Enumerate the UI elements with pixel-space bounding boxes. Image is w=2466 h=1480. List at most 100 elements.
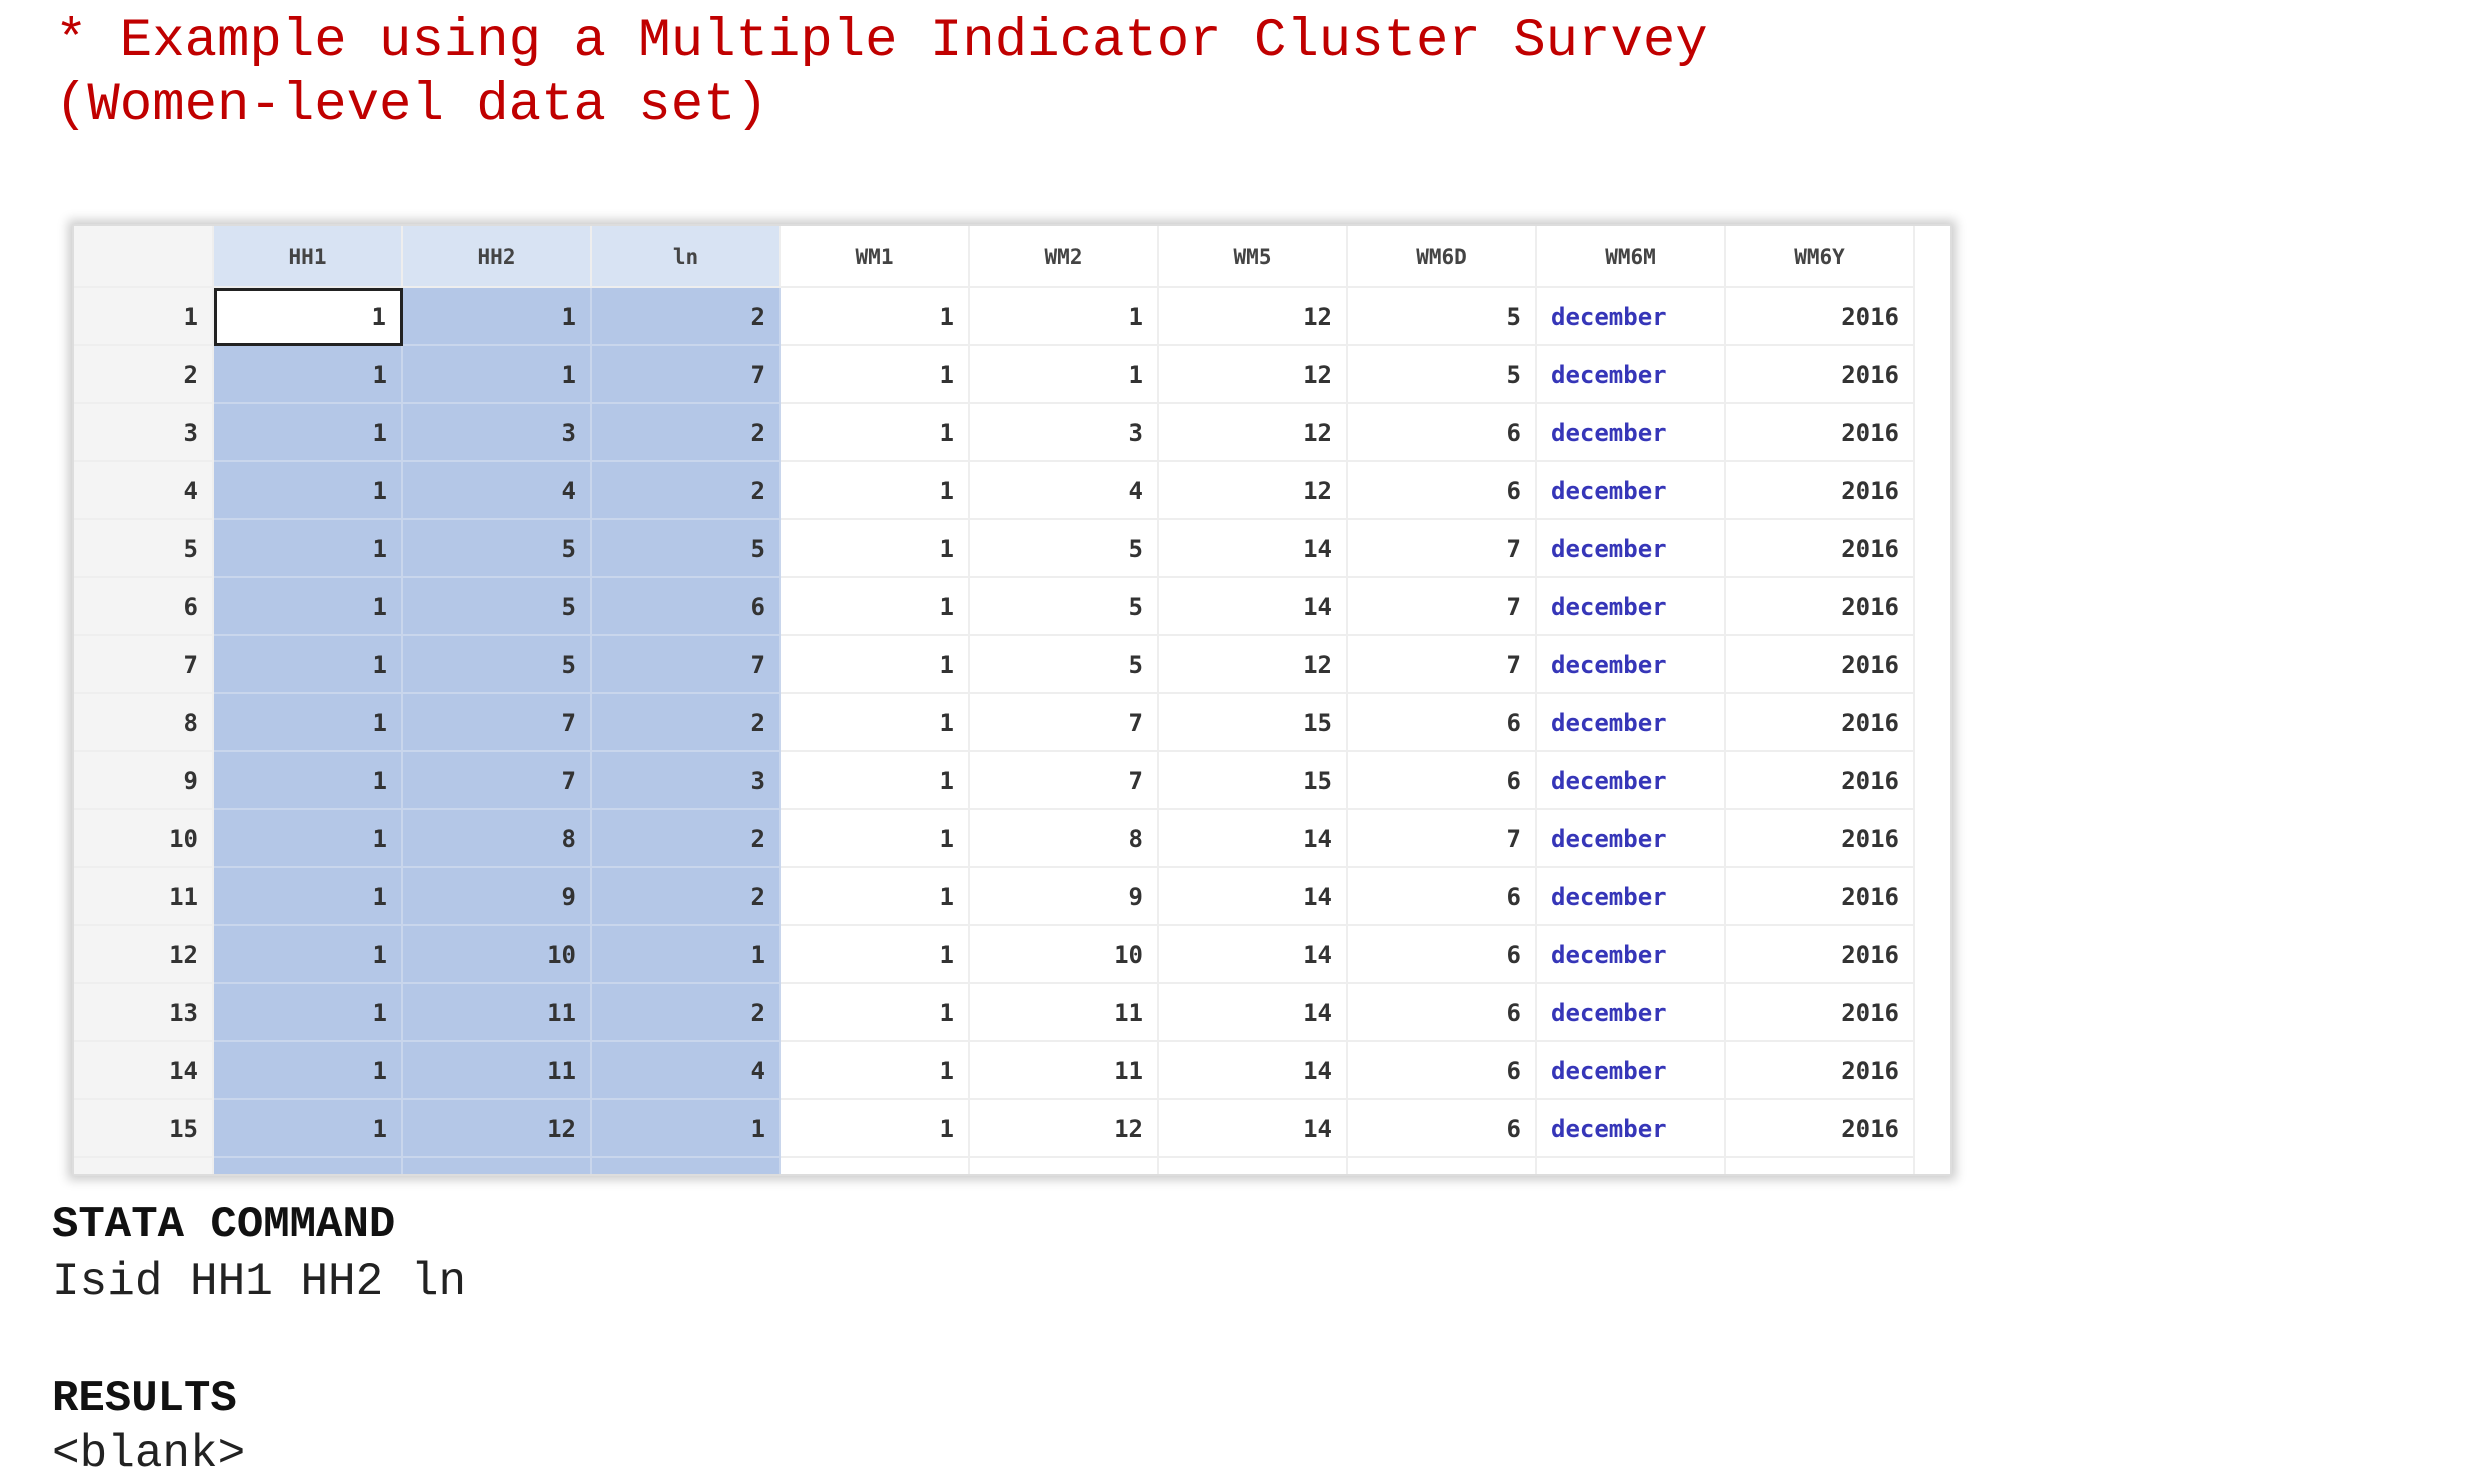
row-number: 8 bbox=[74, 694, 214, 752]
data-cell: 1 bbox=[214, 810, 403, 868]
data-cell: 1 bbox=[592, 926, 781, 984]
data-cell: 1 bbox=[781, 462, 970, 520]
data-cell: 2 bbox=[592, 810, 781, 868]
data-cell: 12 bbox=[1159, 462, 1348, 520]
data-cell: 1 bbox=[781, 752, 970, 810]
data-cell: 5 bbox=[403, 636, 592, 694]
data-cell: 1 bbox=[214, 926, 403, 984]
data-cell: 1 bbox=[781, 868, 970, 926]
data-cell: 12 bbox=[1159, 346, 1348, 404]
data-cell: 1 bbox=[781, 288, 970, 346]
data-cell: 1 bbox=[781, 694, 970, 752]
data-cell: 2016 bbox=[1726, 520, 1915, 578]
data-cell: 1 bbox=[214, 752, 403, 810]
data-cell: 2 bbox=[592, 694, 781, 752]
data-cell: 10 bbox=[403, 926, 592, 984]
data-cell: 14 bbox=[1159, 520, 1348, 578]
data-cell: 1 bbox=[403, 288, 592, 346]
cell-filler bbox=[592, 1158, 781, 1174]
data-cell: 1 bbox=[781, 636, 970, 694]
column-header: HH1 bbox=[214, 226, 403, 288]
data-cell: 11 bbox=[403, 1042, 592, 1100]
data-cell: 6 bbox=[1348, 404, 1537, 462]
row-number: 2 bbox=[74, 346, 214, 404]
data-cell: 1 bbox=[214, 346, 403, 404]
results-text: <blank> bbox=[52, 1428, 246, 1480]
data-cell: 11 bbox=[403, 984, 592, 1042]
data-cell: 6 bbox=[1348, 926, 1537, 984]
data-cell: 4 bbox=[970, 462, 1159, 520]
data-cell: 2016 bbox=[1726, 810, 1915, 868]
data-cell: 6 bbox=[1348, 1042, 1537, 1100]
data-cell: december bbox=[1537, 868, 1726, 926]
row-number: 6 bbox=[74, 578, 214, 636]
column-header: WM6Y bbox=[1726, 226, 1915, 288]
results-heading: RESULTS bbox=[52, 1374, 237, 1424]
data-cell: 7 bbox=[1348, 520, 1537, 578]
data-cell: 12 bbox=[403, 1100, 592, 1158]
data-cell: 1 bbox=[781, 1042, 970, 1100]
data-cell: 2016 bbox=[1726, 1042, 1915, 1100]
data-cell: 1 bbox=[403, 346, 592, 404]
data-cell: 6 bbox=[592, 578, 781, 636]
row-number: 15 bbox=[74, 1100, 214, 1158]
column-header: ln bbox=[592, 226, 781, 288]
data-cell: 14 bbox=[1159, 984, 1348, 1042]
data-cell: 14 bbox=[1159, 1100, 1348, 1158]
data-cell: 1 bbox=[214, 636, 403, 694]
data-cell: december bbox=[1537, 462, 1726, 520]
data-cell: 6 bbox=[1348, 752, 1537, 810]
data-cell: 3 bbox=[403, 404, 592, 462]
data-cell: 2016 bbox=[1726, 404, 1915, 462]
column-header: WM6D bbox=[1348, 226, 1537, 288]
data-cell: 14 bbox=[1159, 578, 1348, 636]
data-cell: 11 bbox=[970, 984, 1159, 1042]
data-cell: 2 bbox=[592, 868, 781, 926]
data-cell: 9 bbox=[970, 868, 1159, 926]
data-cell: 4 bbox=[403, 462, 592, 520]
data-cell: 2016 bbox=[1726, 462, 1915, 520]
data-cell: 6 bbox=[1348, 462, 1537, 520]
data-cell: 14 bbox=[1159, 926, 1348, 984]
row-number: 7 bbox=[74, 636, 214, 694]
data-cell: 7 bbox=[970, 752, 1159, 810]
column-header: WM5 bbox=[1159, 226, 1348, 288]
data-cell: december bbox=[1537, 288, 1726, 346]
command-text: Isid HH1 HH2 ln bbox=[52, 1256, 467, 1308]
data-cell: 2 bbox=[592, 404, 781, 462]
data-cell: 5 bbox=[403, 520, 592, 578]
data-cell: 7 bbox=[1348, 578, 1537, 636]
data-cell: 8 bbox=[970, 810, 1159, 868]
cell-filler bbox=[214, 1158, 403, 1174]
data-cell: 7 bbox=[1348, 636, 1537, 694]
data-cell: 10 bbox=[970, 926, 1159, 984]
data-cell: 1 bbox=[214, 520, 403, 578]
data-cell: december bbox=[1537, 926, 1726, 984]
data-cell: 1 bbox=[214, 288, 403, 346]
title-line: (Women-level data set) bbox=[55, 75, 768, 136]
data-cell: 14 bbox=[1159, 810, 1348, 868]
corner-cell bbox=[74, 226, 214, 288]
data-cell: 5 bbox=[970, 520, 1159, 578]
row-number: 11 bbox=[74, 868, 214, 926]
data-cell: 7 bbox=[403, 694, 592, 752]
data-cell: 14 bbox=[1159, 868, 1348, 926]
column-header: WM6M bbox=[1537, 226, 1726, 288]
data-cell: 2016 bbox=[1726, 984, 1915, 1042]
cell-filler bbox=[970, 1158, 1159, 1174]
data-cell: 12 bbox=[1159, 288, 1348, 346]
data-cell: 1 bbox=[781, 346, 970, 404]
data-cell: december bbox=[1537, 810, 1726, 868]
data-cell: 1 bbox=[214, 462, 403, 520]
cell-filler bbox=[1348, 1158, 1537, 1174]
data-cell: december bbox=[1537, 1100, 1726, 1158]
data-cell: 1 bbox=[781, 810, 970, 868]
data-cell: 12 bbox=[1159, 636, 1348, 694]
data-cell: 2016 bbox=[1726, 868, 1915, 926]
data-cell: 7 bbox=[1348, 810, 1537, 868]
data-cell: 5 bbox=[970, 578, 1159, 636]
data-cell: 1 bbox=[781, 520, 970, 578]
cell-filler bbox=[403, 1158, 592, 1174]
row-number: 1 bbox=[74, 288, 214, 346]
